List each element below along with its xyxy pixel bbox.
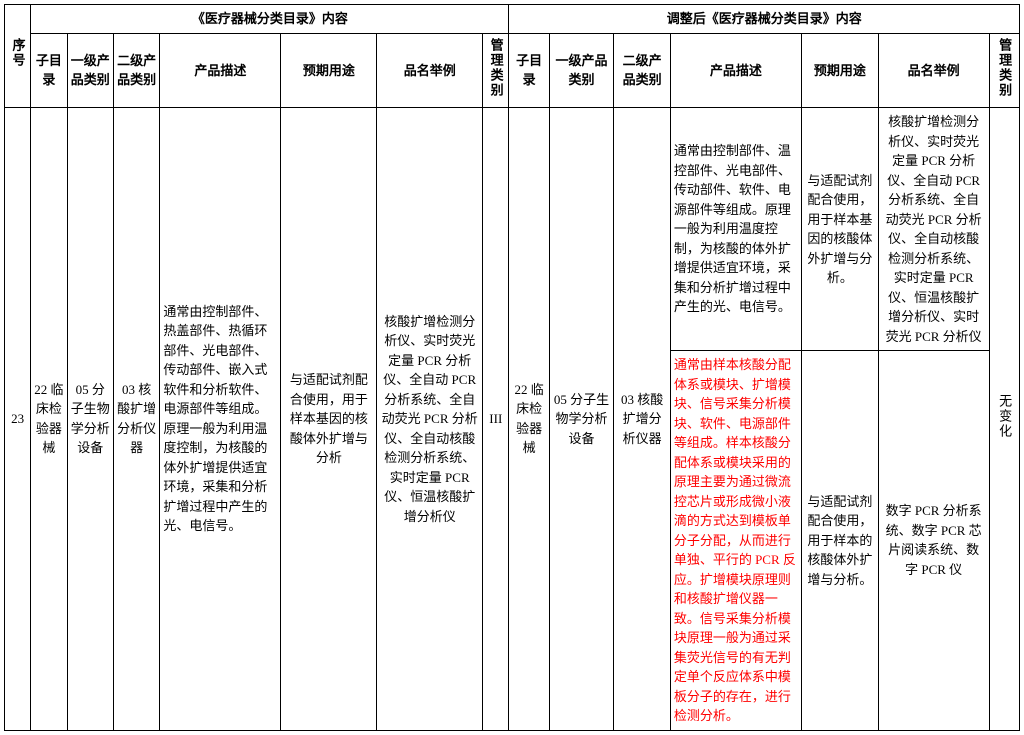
cell-cat2: 03 核酸扩增分析仪器 (113, 108, 159, 731)
cell-cat1b: 05 分子生物学分析设备 (549, 108, 614, 731)
cell-mgmt2: 无变化 (989, 108, 1019, 731)
col-desc2: 产品描述 (670, 33, 801, 108)
header-row-2: 子目录 一级产品类别 二级产品类别 产品描述 预期用途 品名举例 管理类别 子目… (5, 33, 1020, 108)
col-seq: 序号 (5, 5, 31, 108)
classification-table: 序号 《医疗器械分类目录》内容 调整后《医疗器械分类目录》内容 子目录 一级产品… (4, 4, 1020, 731)
col-use2: 预期用途 (801, 33, 878, 108)
cell-cat1: 05 分子生物学分析设备 (67, 108, 113, 731)
col-cat1: 一级产品类别 (67, 33, 113, 108)
cell-subcatalog2: 22 临床检验器械 (509, 108, 549, 731)
col-subcatalog2: 子目录 (509, 33, 549, 108)
cell-cat2b: 03 核酸扩增分析仪器 (614, 108, 670, 731)
cell-mgmt: III (483, 108, 509, 731)
cell-seq: 23 (5, 108, 31, 731)
header-row-1: 序号 《医疗器械分类目录》内容 调整后《医疗器械分类目录》内容 (5, 5, 1020, 34)
data-row-a: 23 22 临床检验器械 05 分子生物学分析设备 03 核酸扩增分析仪器 通常… (5, 108, 1020, 351)
col-cat2b: 二级产品类别 (614, 33, 670, 108)
col-mgmt: 管理类别 (483, 33, 509, 108)
col-example: 品名举例 (377, 33, 483, 108)
cell-desc: 通常由控制部件、热盖部件、热循环部件、光电部件、传动部件、嵌入式软件和分析软件、… (160, 108, 281, 731)
col-mgmt2: 管理类别 (989, 33, 1019, 108)
cell-example: 核酸扩增检测分析仪、实时荧光定量 PCR 分析仪、全自动 PCR 分析系统、全自… (377, 108, 483, 731)
cell-descB: 通常由样本核酸分配体系或模块、扩增模块、信号采集分析模块、软件、电源部件等组成。… (670, 351, 801, 731)
cell-useA: 与适配试剂配合使用，用于样本基因的核酸体外扩增与分析。 (801, 108, 878, 351)
col-desc: 产品描述 (160, 33, 281, 108)
cell-descA: 通常由控制部件、温控部件、光电部件、传动部件、软件、电源部件等组成。原理一般为利… (670, 108, 801, 351)
cell-exampleA: 核酸扩增检测分析仪、实时荧光定量 PCR 分析仪、全自动 PCR 分析系统、全自… (878, 108, 989, 351)
cell-useB: 与适配试剂配合使用，用于样本的核酸体外扩增与分析。 (801, 351, 878, 731)
col-use: 预期用途 (281, 33, 377, 108)
cell-subcatalog: 22 临床检验器械 (31, 108, 67, 731)
cell-exampleB: 数字 PCR 分析系统、数字 PCR 芯片阅读系统、数字 PCR 仪 (878, 351, 989, 731)
col-example2: 品名举例 (878, 33, 989, 108)
col-cat1b: 一级产品类别 (549, 33, 614, 108)
cell-use: 与适配试剂配合使用，用于样本基因的核酸体外扩增与分析 (281, 108, 377, 731)
header-right: 调整后《医疗器械分类目录》内容 (509, 5, 1020, 34)
col-cat2: 二级产品类别 (113, 33, 159, 108)
col-subcatalog: 子目录 (31, 33, 67, 108)
header-left: 《医疗器械分类目录》内容 (31, 5, 509, 34)
